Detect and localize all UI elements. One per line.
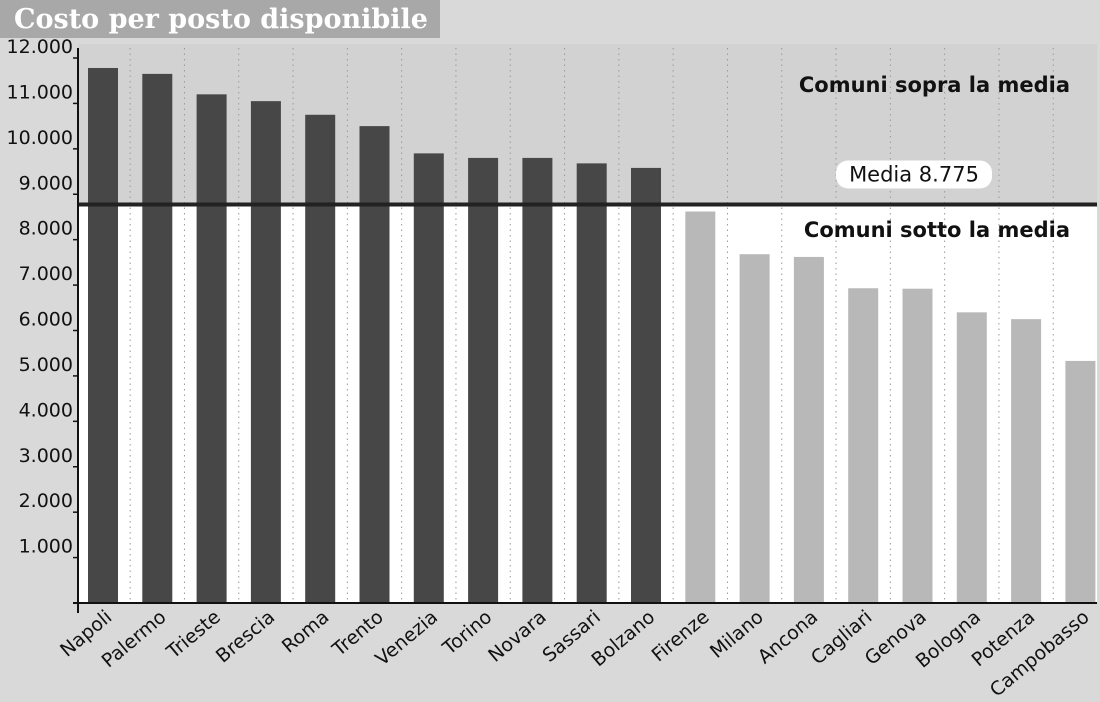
y-tick-label: 1.000 [19,536,73,558]
y-tick-label: 7.000 [19,263,73,285]
bar-novara [522,157,553,603]
bars [88,67,1096,604]
average-label-background [836,160,992,189]
bar-roma [305,114,336,603]
bar-ancona [793,256,824,603]
annotation-below-average: Comuni sotto la media [804,218,1070,242]
y-axis: 1.000 2.000 3.000 4.000 5.000 6.000 7.000 8.000… [7,36,79,613]
y-tick-label: 6.000 [19,309,73,331]
bar-trieste [196,94,227,603]
chart-title: Costo per posto disponibile [14,4,428,35]
y-tick-label: 8.000 [19,218,73,240]
annotation-above-average: Comuni sopra la media [799,73,1070,97]
y-tick-label: 4.000 [19,399,73,421]
bar-genova [902,288,933,603]
bar-cagliari [848,288,879,603]
title-band [0,0,440,38]
y-tick-label: 9.000 [19,172,73,194]
bar-bolzano [631,167,661,604]
bar-potenza [1011,319,1042,603]
grid-lines [129,48,1054,603]
y-tick-label: 10.000 [7,127,73,149]
bar-trento [359,126,390,603]
bar-venezia [413,153,444,603]
bar-palermo [142,73,173,604]
y-tick-label: 3.000 [19,445,73,467]
bar-firenze [685,211,716,603]
y-tick-label: 2.000 [19,490,73,512]
bar-sassari [576,163,607,603]
bar-napoli [88,67,118,603]
bar-campobasso [1065,360,1096,603]
y-tick-label: 12.000 [7,36,73,58]
y-tick-label: 11.000 [7,81,73,103]
bar-milano [739,254,770,603]
bar-torino [468,157,499,603]
average-label: Media 8.775 [849,162,979,186]
bar-bologna [956,312,987,603]
bar-brescia [250,101,281,603]
y-tick-label: 5.000 [19,354,73,376]
